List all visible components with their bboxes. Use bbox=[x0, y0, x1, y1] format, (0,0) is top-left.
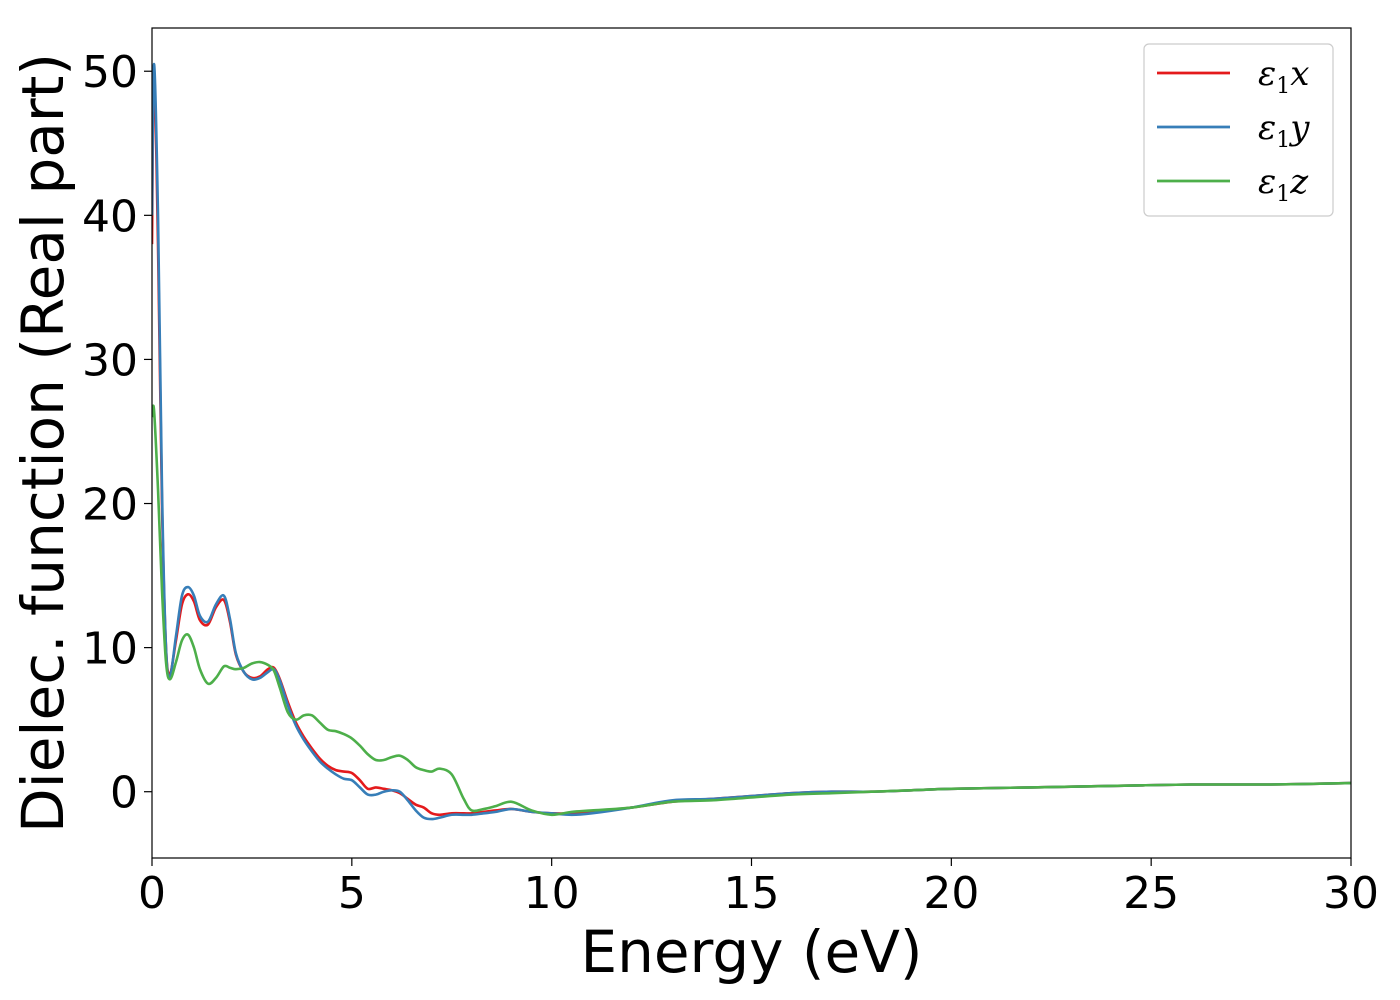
y-tick-label: 10 bbox=[82, 624, 138, 675]
y-tick-label: 30 bbox=[82, 335, 138, 386]
legend-label-3: ε1z bbox=[1258, 162, 1309, 207]
y-tick-label: 0 bbox=[110, 768, 138, 819]
series-line-2 bbox=[152, 62, 1351, 821]
x-tick-label: 0 bbox=[138, 868, 166, 919]
y-tick-label: 50 bbox=[82, 47, 138, 98]
series-line-3 bbox=[152, 404, 1351, 817]
legend-label-1: ε1x bbox=[1258, 54, 1309, 99]
x-tick-label: 25 bbox=[1123, 868, 1179, 919]
legend-box bbox=[1143, 43, 1334, 217]
ticks-layer: 0 5 10 15 20 25 30 0 10 20 30 40 50 bbox=[82, 47, 1379, 919]
legend-label-2: ε1y bbox=[1258, 108, 1310, 153]
y-tick-label: 40 bbox=[82, 191, 138, 242]
x-tick-label: 20 bbox=[923, 868, 979, 919]
x-tick-label: 5 bbox=[338, 868, 366, 919]
legend: ε1x ε1y ε1z bbox=[1143, 43, 1334, 217]
x-axis-title: Energy (eV) bbox=[580, 918, 922, 986]
y-axis-title: Dielec. function (Real part) bbox=[9, 53, 77, 833]
x-tick-label: 10 bbox=[524, 868, 580, 919]
x-tick-label: 30 bbox=[1323, 868, 1379, 919]
series-layer bbox=[152, 62, 1351, 821]
x-tick-label: 15 bbox=[724, 868, 780, 919]
y-tick-label: 20 bbox=[82, 480, 138, 531]
